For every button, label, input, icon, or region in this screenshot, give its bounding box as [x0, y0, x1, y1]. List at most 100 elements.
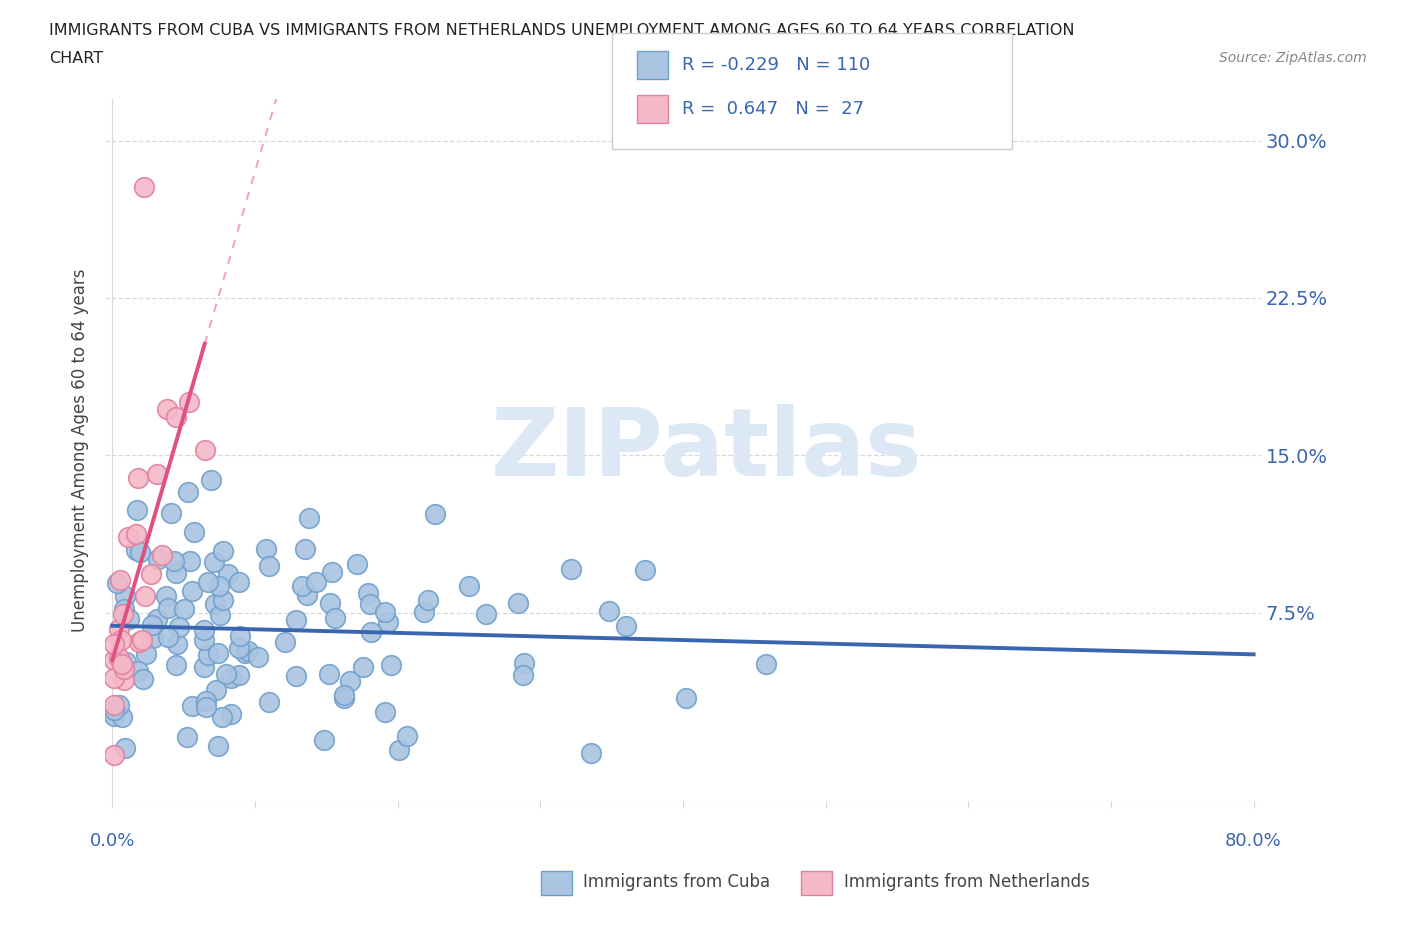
Point	[254, 541, 277, 556]
Point	[396, 728, 419, 743]
Text: CHART: CHART	[49, 51, 103, 66]
Point	[166, 637, 188, 652]
Text: Immigrants from Netherlands: Immigrants from Netherlands	[844, 872, 1090, 891]
Point	[114, 589, 136, 604]
Point	[319, 596, 342, 611]
Point	[194, 443, 217, 458]
Point	[156, 630, 179, 644]
Point	[107, 651, 129, 666]
Point	[103, 652, 125, 667]
Point	[134, 589, 156, 604]
Point	[581, 746, 603, 761]
Point	[103, 748, 125, 763]
Point	[359, 597, 381, 612]
Point	[108, 573, 131, 588]
Point	[166, 409, 188, 424]
Point	[202, 554, 225, 569]
Point	[193, 659, 215, 674]
Point	[105, 576, 128, 591]
Point	[169, 619, 191, 634]
Point	[228, 629, 250, 644]
Point	[103, 698, 125, 712]
Point	[125, 527, 148, 542]
Point	[346, 556, 368, 571]
Point	[321, 565, 343, 579]
Point	[162, 553, 184, 568]
Point	[177, 485, 200, 499]
Point	[246, 649, 269, 664]
Point	[155, 589, 177, 604]
Point	[513, 656, 536, 671]
Point	[148, 551, 170, 566]
Point	[374, 604, 396, 619]
Point	[159, 506, 181, 521]
Point	[295, 588, 318, 603]
Point	[412, 605, 434, 620]
Point	[111, 657, 134, 671]
Point	[103, 671, 125, 685]
Point	[177, 394, 200, 409]
Point	[125, 502, 148, 517]
Point	[110, 632, 132, 647]
Point	[118, 611, 141, 626]
Point	[560, 562, 582, 577]
Point	[193, 623, 215, 638]
Point	[284, 613, 307, 628]
Point	[156, 600, 179, 615]
Point	[233, 646, 256, 661]
Point	[112, 606, 135, 621]
Point	[298, 511, 321, 525]
Point	[339, 673, 361, 688]
Point	[352, 659, 374, 674]
Point	[141, 618, 163, 632]
Point	[512, 668, 534, 683]
Point	[114, 741, 136, 756]
Point	[108, 698, 131, 712]
Point	[197, 575, 219, 590]
Text: R =  0.647   N =  27: R = 0.647 N = 27	[682, 100, 865, 118]
Point	[128, 634, 150, 649]
Point	[179, 553, 201, 568]
Point	[211, 710, 233, 724]
Point	[207, 645, 229, 660]
Point	[380, 658, 402, 672]
Point	[323, 610, 346, 625]
Point	[294, 542, 316, 557]
Point	[598, 604, 620, 618]
Point	[416, 593, 439, 608]
Point	[332, 691, 354, 706]
Text: 80.0%: 80.0%	[1225, 832, 1282, 850]
Point	[183, 525, 205, 539]
Point	[181, 584, 204, 599]
Point	[142, 631, 165, 646]
Text: ZIPatlas: ZIPatlas	[491, 404, 922, 496]
Point	[197, 647, 219, 662]
Point	[318, 667, 340, 682]
Point	[103, 702, 125, 717]
Y-axis label: Unemployment Among Ages 60 to 64 years: Unemployment Among Ages 60 to 64 years	[72, 268, 89, 631]
Point	[112, 672, 135, 687]
Point	[180, 698, 202, 713]
Point	[127, 471, 149, 485]
Point	[139, 566, 162, 581]
Point	[377, 614, 399, 629]
Text: Immigrants from Cuba: Immigrants from Cuba	[583, 872, 770, 891]
Point	[634, 563, 657, 578]
Point	[360, 624, 382, 639]
Point	[207, 738, 229, 753]
Point	[219, 707, 242, 722]
Point	[115, 655, 138, 670]
Point	[111, 710, 134, 724]
Point	[221, 671, 243, 685]
Point	[755, 657, 778, 671]
Point	[356, 586, 378, 601]
Point	[425, 506, 447, 521]
Point	[112, 662, 135, 677]
Point	[458, 578, 481, 593]
Point	[209, 607, 232, 622]
Point	[125, 542, 148, 557]
Point	[128, 544, 150, 559]
Point	[675, 691, 697, 706]
Point	[204, 683, 226, 698]
Point	[165, 566, 187, 581]
